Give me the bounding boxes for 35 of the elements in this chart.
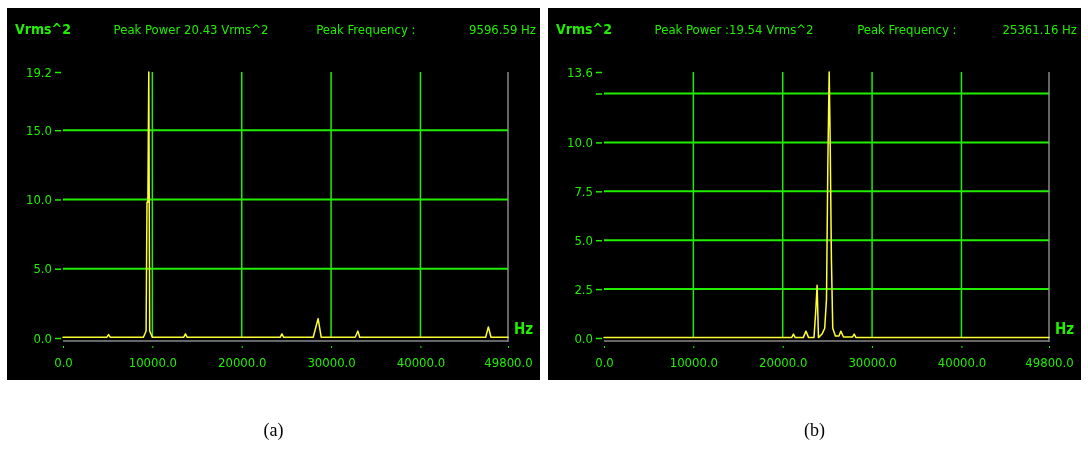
x-axis-title: Hz (1055, 320, 1075, 338)
y-axis-title: Vrms^2 (15, 21, 71, 37)
x-tick-label: 10000.0 (128, 355, 178, 371)
y-tick-label: 19.2 (25, 64, 52, 80)
y-tick-label: 7.5 (574, 183, 593, 199)
y-tick-label: 0.0 (33, 330, 52, 346)
text: 25361.16 Hz (1002, 22, 1077, 37)
y-tick-label: 15.0 (25, 122, 52, 138)
y-tick-label: 2.5 (574, 281, 593, 297)
text: (a) (263, 420, 284, 441)
y-tick-label: 10.0 (566, 135, 593, 151)
x-tick-label: 0.0 (54, 355, 73, 371)
text: Peak Frequency : (316, 22, 416, 37)
y-tick-label: 13.6 (566, 64, 593, 80)
text: (b) (804, 420, 825, 441)
text: Peak Frequency : (857, 22, 957, 37)
y-axis-title: Vrms^2 (556, 21, 612, 37)
x-tick-label: 10000.0 (669, 355, 719, 371)
x-tick-label: 49800.0 (1025, 355, 1074, 371)
x-tick-label: 49800.0 (484, 355, 533, 371)
y-tick-label: 5.0 (574, 232, 593, 248)
text: Peak Power 20.43 Vrms^2 (113, 22, 269, 37)
x-axis-title: Hz (514, 320, 534, 338)
x-tick-label: 20000.0 (218, 355, 267, 371)
text: Peak Power :19.54 Vrms^2 (654, 22, 814, 37)
x-tick-label: 30000.0 (848, 355, 897, 371)
text: 9596.59 Hz (469, 22, 536, 37)
y-tick-label: 0.0 (574, 330, 593, 346)
y-tick-label: 5.0 (33, 261, 52, 277)
x-tick-label: 30000.0 (307, 355, 356, 371)
y-tick-label: 10.0 (25, 192, 52, 208)
x-tick-label: 0.0 (595, 355, 614, 371)
x-tick-label: 40000.0 (396, 355, 446, 371)
x-tick-label: 40000.0 (937, 355, 987, 371)
x-tick-label: 20000.0 (759, 355, 808, 371)
